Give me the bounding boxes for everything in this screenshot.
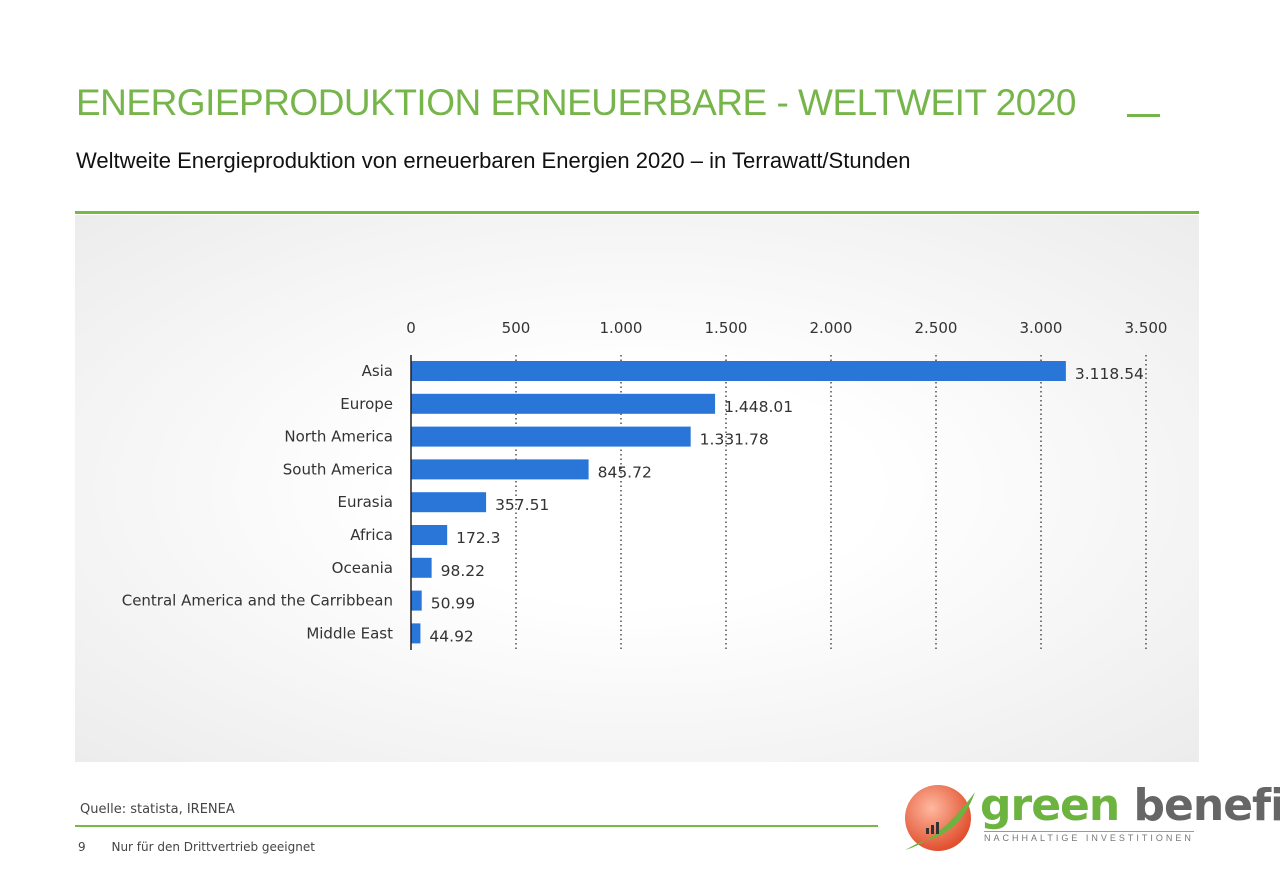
x-tick-label: 500 [502,319,531,337]
x-tick-label: 2.000 [810,319,853,337]
category-label: North America [284,428,393,446]
data-label: 44.92 [429,627,473,645]
data-label: 1.331.78 [700,431,769,449]
chart-panel [75,215,1199,762]
category-label: Middle East [306,624,393,642]
data-label: 3.118.54 [1075,365,1144,383]
bar [411,492,487,513]
category-label: Oceania [332,559,393,577]
page-number: 9 [78,840,86,854]
x-tick-label: 3.000 [1020,319,1063,337]
x-tick-label: 1.000 [600,319,643,337]
data-label: 845.72 [598,463,652,481]
category-label: Africa [350,526,393,544]
green-benefit-logo: green benefit NACHHALTIGE INVESTITIONEN [900,780,1280,860]
data-label: 357.51 [495,496,549,514]
bar [411,426,691,447]
top-divider [75,211,1199,214]
data-label: 1.448.01 [724,398,793,416]
logo-wordmark: green benefit [980,780,1280,831]
bar [411,459,589,480]
slide-title: ENERGIEPRODUKTION ERNEUERBARE - WELTWEIT… [76,82,1077,123]
category-label: Asia [362,362,393,380]
category-label: Central America and the Carribbean [122,592,393,610]
bar [411,393,716,414]
bar [411,361,1066,381]
bottom-divider [75,825,878,827]
category-label: Eurasia [337,493,393,511]
category-label: Europe [340,395,393,413]
title-dash [1127,114,1160,117]
x-tick-label: 0 [406,319,416,337]
x-tick-label: 2.500 [915,319,958,337]
x-tick-label: 3.500 [1125,319,1168,337]
bar [411,623,421,644]
slide-subtitle: Weltweite Energieproduktion von erneuerb… [76,148,911,173]
category-label: South America [283,460,393,478]
bar [411,590,422,611]
source-note: Quelle: statista, IRENEA [80,802,235,817]
x-tick-label: 1.500 [705,319,748,337]
data-label: 50.99 [431,595,475,613]
footer: 9 Nur für den Drittvertrieb geeignet [78,840,315,854]
bar [411,525,448,545]
footer-note: Nur für den Drittvertrieb geeignet [111,840,315,854]
data-label: 98.22 [441,562,485,580]
logo-tagline: NACHHALTIGE INVESTITIONEN [984,831,1194,843]
bar [411,557,432,578]
globe-leaf-icon [905,785,975,851]
data-label: 172.3 [456,529,500,547]
